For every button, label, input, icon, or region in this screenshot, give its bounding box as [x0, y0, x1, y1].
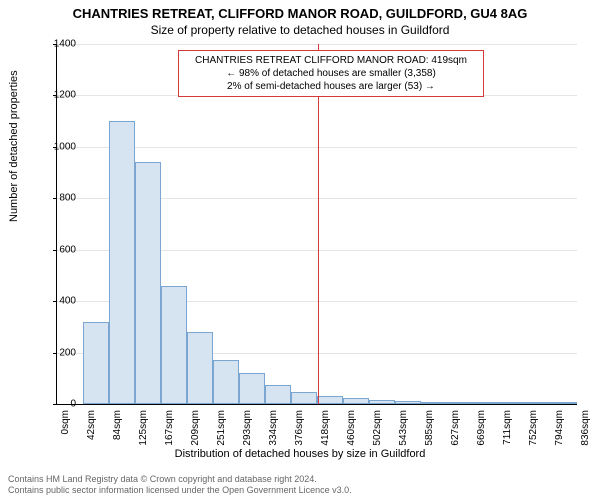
histogram-bar: [135, 162, 160, 404]
xtick-label: 836sqm: [580, 410, 591, 450]
xtick-label: 209sqm: [190, 410, 201, 450]
xtick-label: 334sqm: [268, 410, 279, 450]
xtick-label: 418sqm: [320, 410, 331, 450]
histogram-bar: [265, 385, 290, 404]
subtitle: Size of property relative to detached ho…: [0, 23, 600, 37]
histogram-bar: [421, 402, 446, 404]
xtick-label: 125sqm: [138, 410, 149, 450]
histogram-bar: [551, 402, 576, 404]
histogram-bar: [83, 322, 108, 404]
histogram-bar: [109, 121, 134, 404]
xtick-label: 376sqm: [294, 410, 305, 450]
xtick-label: 42sqm: [86, 410, 97, 450]
xtick-label: 84sqm: [112, 410, 123, 450]
marker-line: [318, 44, 319, 404]
histogram-bar: [161, 286, 186, 404]
xtick-label: 711sqm: [502, 410, 513, 450]
xtick-label: 627sqm: [450, 410, 461, 450]
xtick-label: 752sqm: [528, 410, 539, 450]
histogram-bar: [343, 398, 368, 404]
xtick-label: 460sqm: [346, 410, 357, 450]
histogram-bar: [291, 392, 316, 404]
xtick-label: 669sqm: [476, 410, 487, 450]
ytick-label: 1000: [46, 141, 76, 152]
xtick-label: 502sqm: [372, 410, 383, 450]
annotation-line2: ← 98% of detached houses are smaller (3,…: [185, 67, 477, 80]
histogram-bar: [213, 360, 238, 404]
xtick-label: 251sqm: [216, 410, 227, 450]
histogram-bar: [317, 396, 342, 404]
histogram-bar: [369, 400, 394, 404]
xtick-label: 167sqm: [164, 410, 175, 450]
ytick-label: 800: [46, 193, 76, 204]
ytick-label: 400: [46, 296, 76, 307]
xtick-label: 293sqm: [242, 410, 253, 450]
footer: Contains HM Land Registry data © Crown c…: [8, 474, 352, 496]
y-axis-label: Number of detached properties: [8, 70, 20, 222]
xtick-label: 0sqm: [60, 410, 71, 450]
histogram-bar: [447, 402, 472, 404]
ytick-label: 1200: [46, 90, 76, 101]
annotation-line1: CHANTRIES RETREAT CLIFFORD MANOR ROAD: 4…: [185, 54, 477, 67]
plot-area: [56, 44, 577, 405]
ytick-label: 200: [46, 347, 76, 358]
ytick-label: 1400: [46, 39, 76, 50]
histogram-bar: [239, 373, 264, 404]
xtick-label: 543sqm: [398, 410, 409, 450]
xtick-label: 794sqm: [554, 410, 565, 450]
histogram-bar: [473, 402, 498, 404]
histogram-bar: [499, 402, 524, 404]
xtick-label: 585sqm: [424, 410, 435, 450]
annotation-box: CHANTRIES RETREAT CLIFFORD MANOR ROAD: 4…: [178, 50, 484, 97]
ytick-label: 0: [46, 399, 76, 410]
annotation-line3: 2% of semi-detached houses are larger (5…: [185, 80, 477, 93]
histogram-bar: [395, 401, 420, 404]
footer-line2: Contains public sector information licen…: [8, 485, 352, 496]
histogram-bar: [187, 332, 212, 404]
ytick-label: 600: [46, 244, 76, 255]
chart-container: [56, 44, 576, 404]
histogram-bar: [525, 402, 550, 404]
footer-line1: Contains HM Land Registry data © Crown c…: [8, 474, 352, 485]
page-title: CHANTRIES RETREAT, CLIFFORD MANOR ROAD, …: [0, 0, 600, 21]
